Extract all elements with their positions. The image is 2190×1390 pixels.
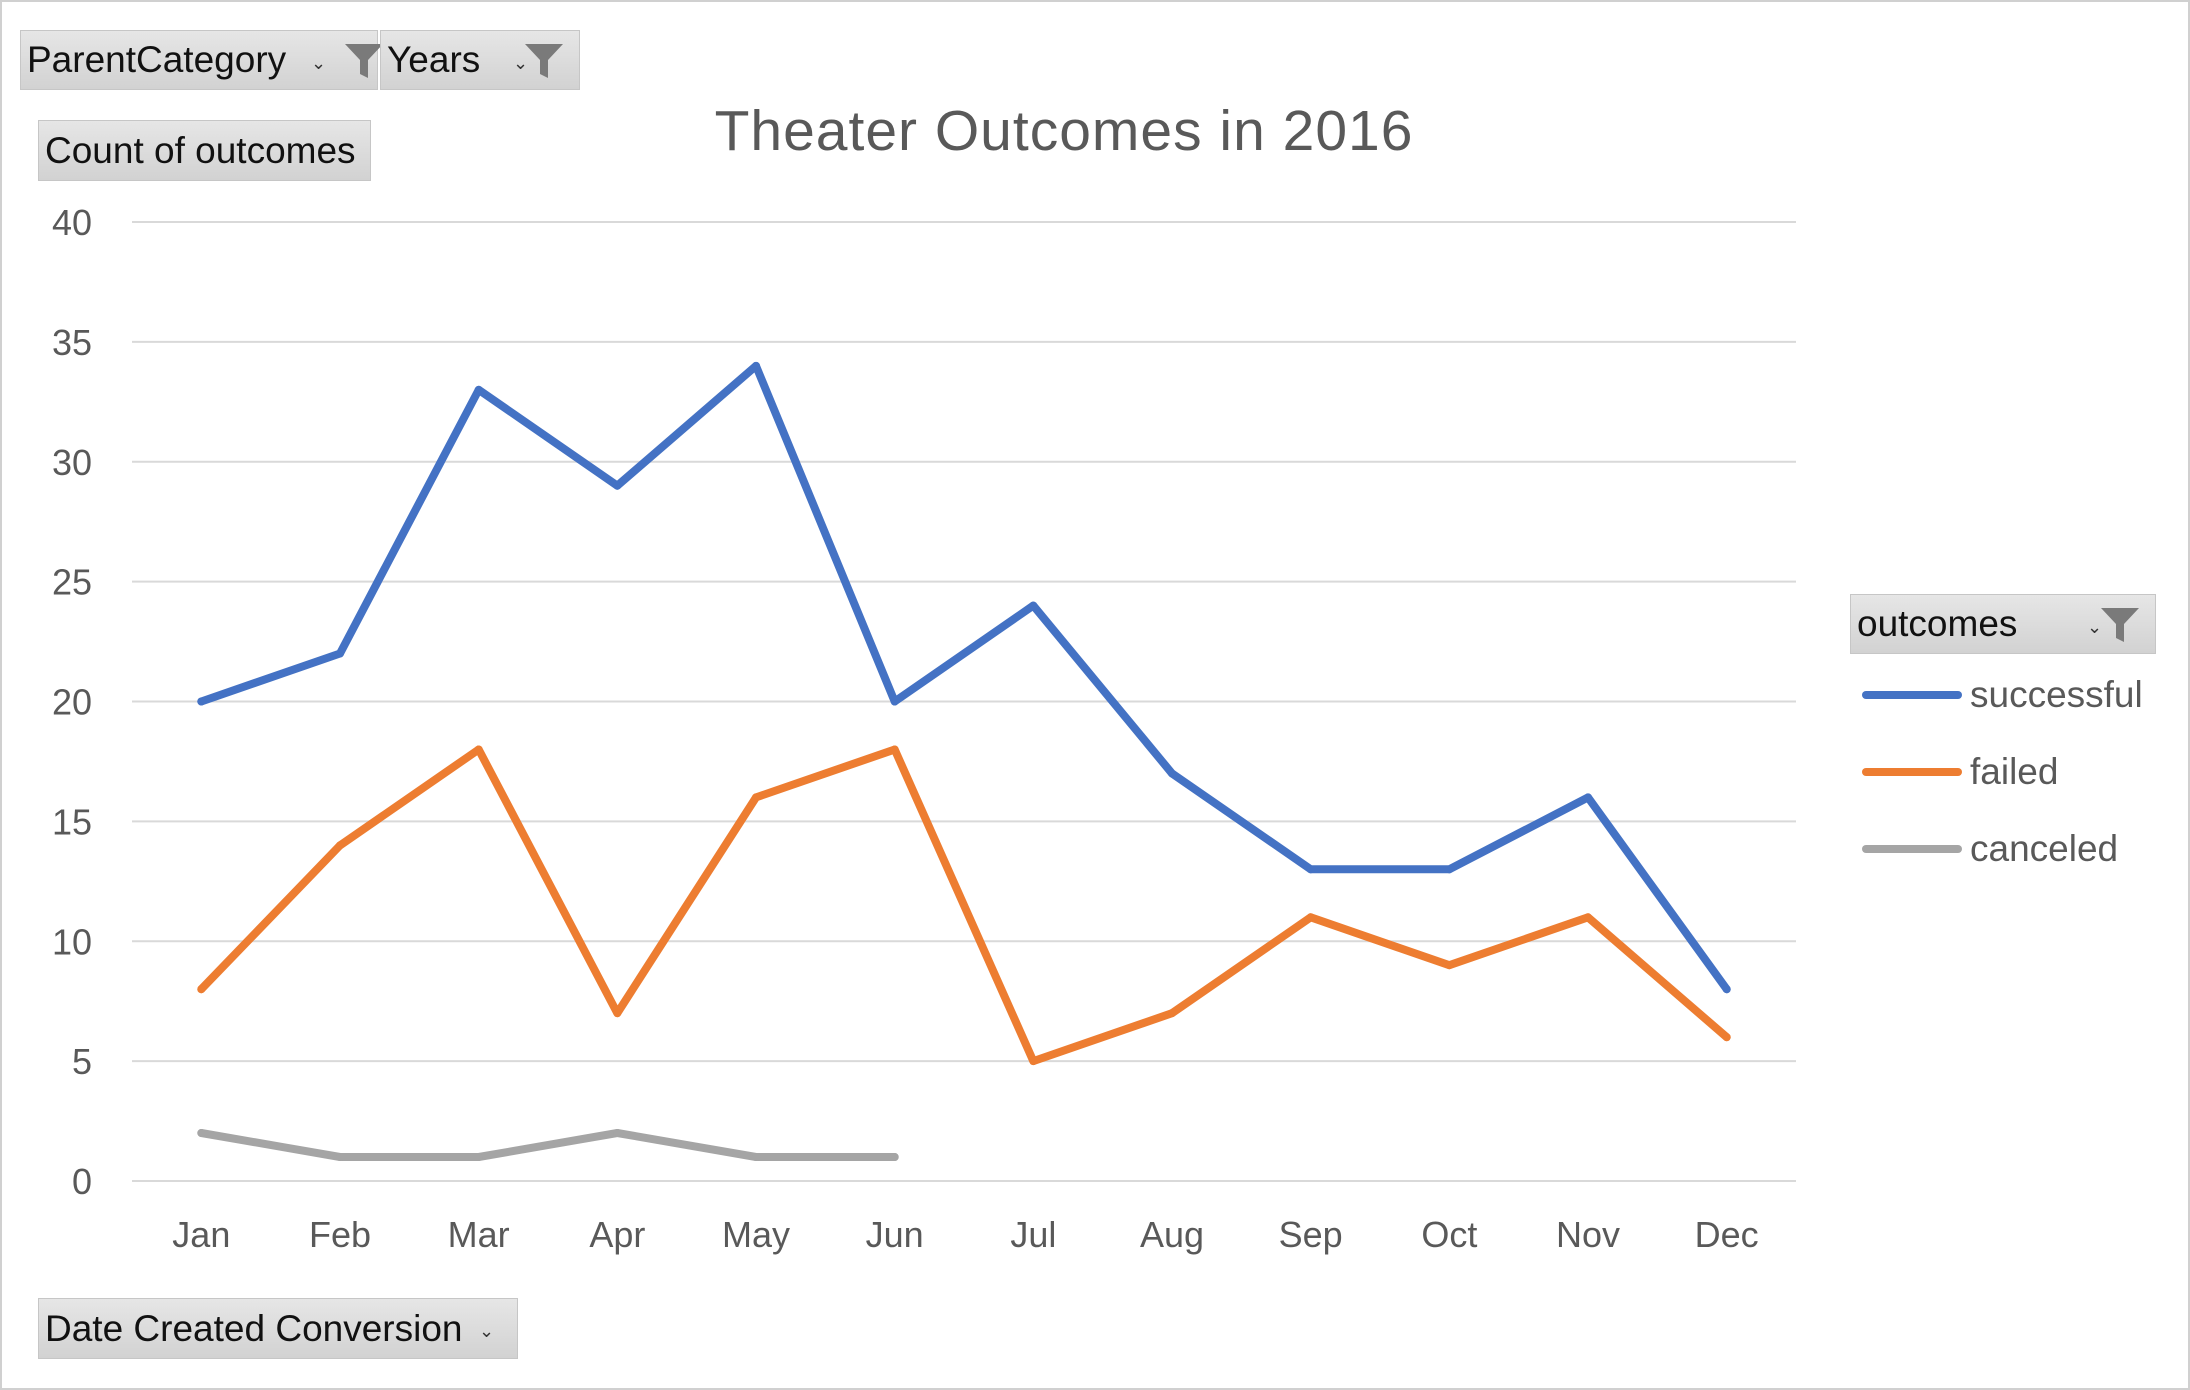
y-tick-label: 35 xyxy=(52,322,92,363)
data-point-successful xyxy=(1168,769,1176,778)
x-tick-label: Jun xyxy=(866,1214,924,1255)
y-tick-label: 0 xyxy=(72,1161,92,1202)
data-point-successful xyxy=(1584,793,1592,802)
x-tick-label: Aug xyxy=(1140,1214,1204,1255)
parent-category-filter-button[interactable]: ParentCategory ⌄ xyxy=(20,30,383,90)
legend-item-canceled[interactable]: canceled xyxy=(1862,828,2119,869)
y-tick-label: 20 xyxy=(52,682,92,723)
data-point-failed xyxy=(1584,913,1592,922)
dropdown-arrow-icon: ⌄ xyxy=(479,1321,495,1341)
legend-label-failed: failed xyxy=(1970,751,2059,792)
data-point-failed xyxy=(1029,1057,1038,1066)
data-point-canceled xyxy=(890,1153,899,1162)
data-point-failed xyxy=(336,841,344,850)
x-tick-label: Nov xyxy=(1556,1214,1620,1255)
data-point-canceled xyxy=(613,1129,622,1138)
data-point-canceled xyxy=(474,1153,483,1162)
data-point-successful xyxy=(336,649,344,658)
years-filter-button[interactable]: Years ⌄ xyxy=(380,30,580,90)
x-tick-label: Jan xyxy=(172,1214,230,1255)
data-point-successful xyxy=(474,385,483,394)
legend-swatch-successful xyxy=(1862,691,1962,699)
x-tick-label: Oct xyxy=(1421,1214,1477,1255)
legend-swatch-canceled xyxy=(1862,845,1962,853)
data-point-failed xyxy=(752,793,760,802)
dropdown-arrow-icon: ⌄ xyxy=(2087,617,2103,637)
data-point-successful xyxy=(752,361,760,370)
axis-field-label: Date Created Conversion xyxy=(45,1307,463,1349)
y-tick-label: 40 xyxy=(52,202,92,243)
filter-funnel-icon xyxy=(345,44,383,78)
data-point-failed xyxy=(197,985,206,994)
axis-field-filter-button[interactable]: Date Created Conversion ⌄ xyxy=(38,1298,518,1359)
filter-funnel-icon xyxy=(525,44,563,78)
data-point-failed xyxy=(474,745,483,754)
data-point-successful xyxy=(1306,865,1315,874)
data-point-failed xyxy=(890,745,899,754)
x-tick-label: Feb xyxy=(309,1214,371,1255)
legend-item-failed[interactable]: failed xyxy=(1862,751,2059,792)
y-tick-label: 10 xyxy=(52,921,92,962)
legend-item-successful[interactable]: successful xyxy=(1862,674,2143,715)
value-field-button[interactable]: Count of outcomes xyxy=(38,120,371,181)
data-point-canceled xyxy=(197,1129,206,1138)
legend-swatch-failed xyxy=(1862,768,1962,776)
dropdown-arrow-icon: ⌄ xyxy=(513,53,529,73)
data-point-failed xyxy=(1722,1033,1731,1042)
data-point-successful xyxy=(197,697,206,706)
x-tick-label: Mar xyxy=(448,1214,510,1255)
data-point-successful xyxy=(1722,985,1731,994)
chart-title: Theater Outcomes in 2016 xyxy=(714,99,1414,163)
y-tick-label: 30 xyxy=(52,442,92,483)
x-tick-label: May xyxy=(722,1214,790,1255)
legend-label-canceled: canceled xyxy=(1970,828,2119,869)
legend-field-filter-button[interactable]: outcomes ⌄ xyxy=(1850,594,2156,654)
legend-label-successful: successful xyxy=(1970,674,2143,715)
y-tick-label: 15 xyxy=(52,801,92,842)
x-tick-label: Dec xyxy=(1695,1214,1759,1255)
data-point-successful xyxy=(890,697,899,706)
y-tick-label: 25 xyxy=(52,562,92,603)
data-point-canceled xyxy=(336,1153,344,1162)
legend-field-label: outcomes xyxy=(1857,603,2018,644)
value-field-label: Count of outcomes xyxy=(45,129,356,171)
data-point-successful xyxy=(1029,601,1038,610)
data-point-failed xyxy=(1168,1009,1176,1018)
data-point-successful xyxy=(1445,865,1454,874)
series-line-canceled xyxy=(197,1129,899,1161)
y-tick-label: 5 xyxy=(72,1041,92,1082)
years-filter-label: Years xyxy=(387,39,481,80)
data-point-failed xyxy=(613,1009,622,1018)
series-line-failed xyxy=(197,745,1731,1066)
dropdown-arrow-icon: ⌄ xyxy=(311,53,327,73)
x-tick-label: Sep xyxy=(1279,1214,1343,1255)
x-tick-label: Apr xyxy=(589,1214,645,1255)
series-line-successful xyxy=(197,361,1731,994)
data-point-successful xyxy=(613,481,622,490)
data-point-canceled xyxy=(752,1153,760,1162)
data-point-failed xyxy=(1445,961,1454,970)
filter-funnel-icon xyxy=(2101,608,2139,642)
x-tick-label: Jul xyxy=(1010,1214,1056,1255)
parent-category-filter-label: ParentCategory xyxy=(27,39,287,80)
data-point-failed xyxy=(1306,913,1315,922)
